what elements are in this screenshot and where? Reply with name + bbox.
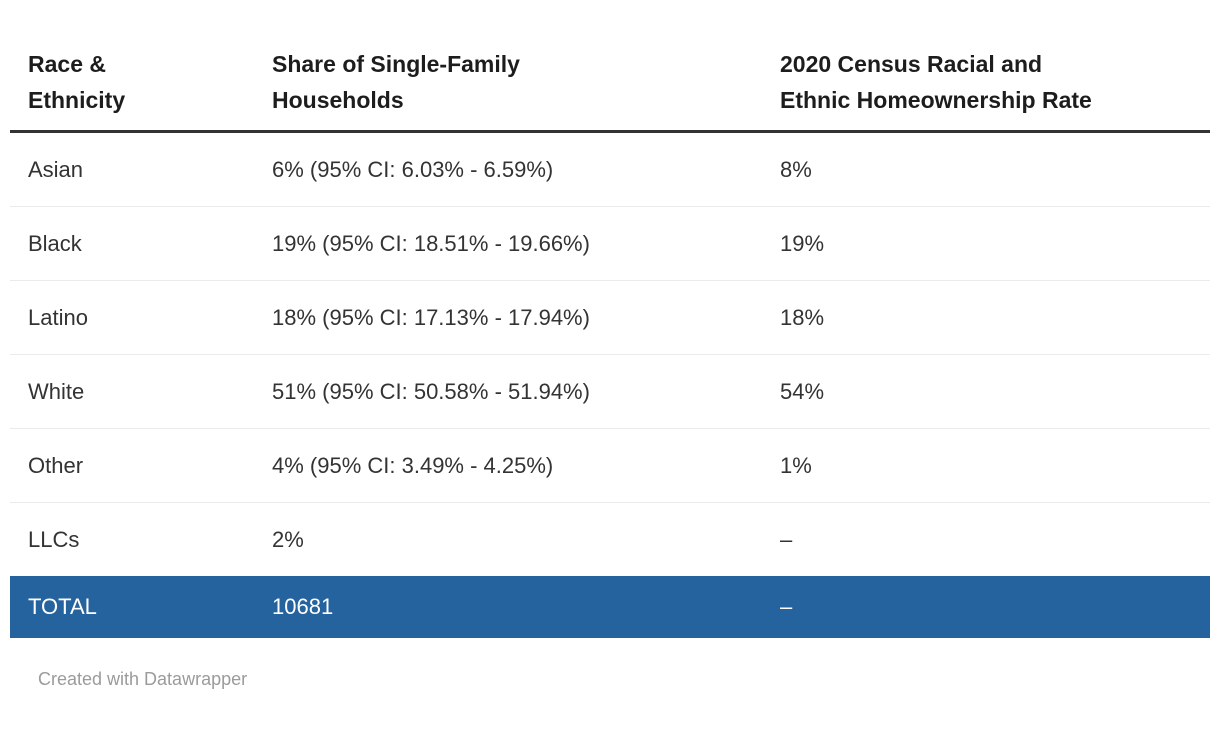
census-rate-cell: 18% (762, 280, 1210, 355)
census-rate-cell: 54% (762, 354, 1210, 429)
column-header-race-ethnicity: Race & Ethnicity (10, 46, 254, 133)
table-header: Race & Ethnicity Share of Single-Family … (10, 46, 1210, 133)
total-share-cell: 10681 (272, 594, 334, 619)
census-rate-cell: 19% (762, 206, 1210, 281)
race-ethnicity-table: Race & Ethnicity Share of Single-Family … (10, 46, 1210, 638)
share-cell: 51% (95% CI: 50.58% - 51.94%) (254, 354, 762, 429)
table-footer: TOTAL 10681 – (10, 576, 1210, 638)
census-rate-cell: 1% (762, 428, 1210, 503)
column-header-census-rate: 2020 Census Racial and Ethnic Homeowners… (762, 46, 1210, 133)
race-cell: Other (10, 428, 254, 503)
census-rate-cell: – (780, 527, 793, 552)
race-cell: Black (10, 206, 254, 281)
table-row-latino: Latino 18% (95% CI: 17.13% - 17.94%) 18% (10, 280, 1210, 355)
total-census-rate-cell: – (780, 594, 793, 619)
race-cell: White (10, 354, 254, 429)
race-cell: LLCs (28, 527, 80, 552)
column-header-share-households: Share of Single-Family Households (254, 46, 762, 133)
share-cell: 4% (95% CI: 3.49% - 4.25%) (254, 428, 762, 503)
total-row: TOTAL 10681 – (10, 576, 1210, 638)
datawrapper-credit-link[interactable]: Created with Datawrapper (38, 669, 248, 689)
table-row-asian: Asian 6% (95% CI: 6.03% - 6.59%) 8% (10, 131, 1210, 207)
census-rate-cell: 8% (762, 131, 1210, 207)
table-row-black: Black 19% (95% CI: 18.51% - 19.66%) 19% (10, 206, 1210, 281)
table-row-llcs: LLCs 2% – (10, 503, 1210, 577)
race-cell: Asian (10, 131, 254, 207)
share-cell: 19% (95% CI: 18.51% - 19.66%) (254, 206, 762, 281)
data-table-chart: Race & Ethnicity Share of Single-Family … (10, 46, 1210, 689)
share-cell: 18% (95% CI: 17.13% - 17.94%) (254, 280, 762, 355)
table-row-other: Other 4% (95% CI: 3.49% - 4.25%) 1% (10, 428, 1210, 503)
share-cell: 2% (272, 527, 304, 552)
race-cell: Latino (10, 280, 254, 355)
share-cell: 6% (95% CI: 6.03% - 6.59%) (254, 131, 762, 207)
total-label-cell: TOTAL (28, 594, 97, 619)
table-body: Asian 6% (95% CI: 6.03% - 6.59%) 8% Blac… (10, 131, 1210, 577)
header-row: Race & Ethnicity Share of Single-Family … (10, 46, 1210, 133)
table-row-white: White 51% (95% CI: 50.58% - 51.94%) 54% (10, 354, 1210, 429)
